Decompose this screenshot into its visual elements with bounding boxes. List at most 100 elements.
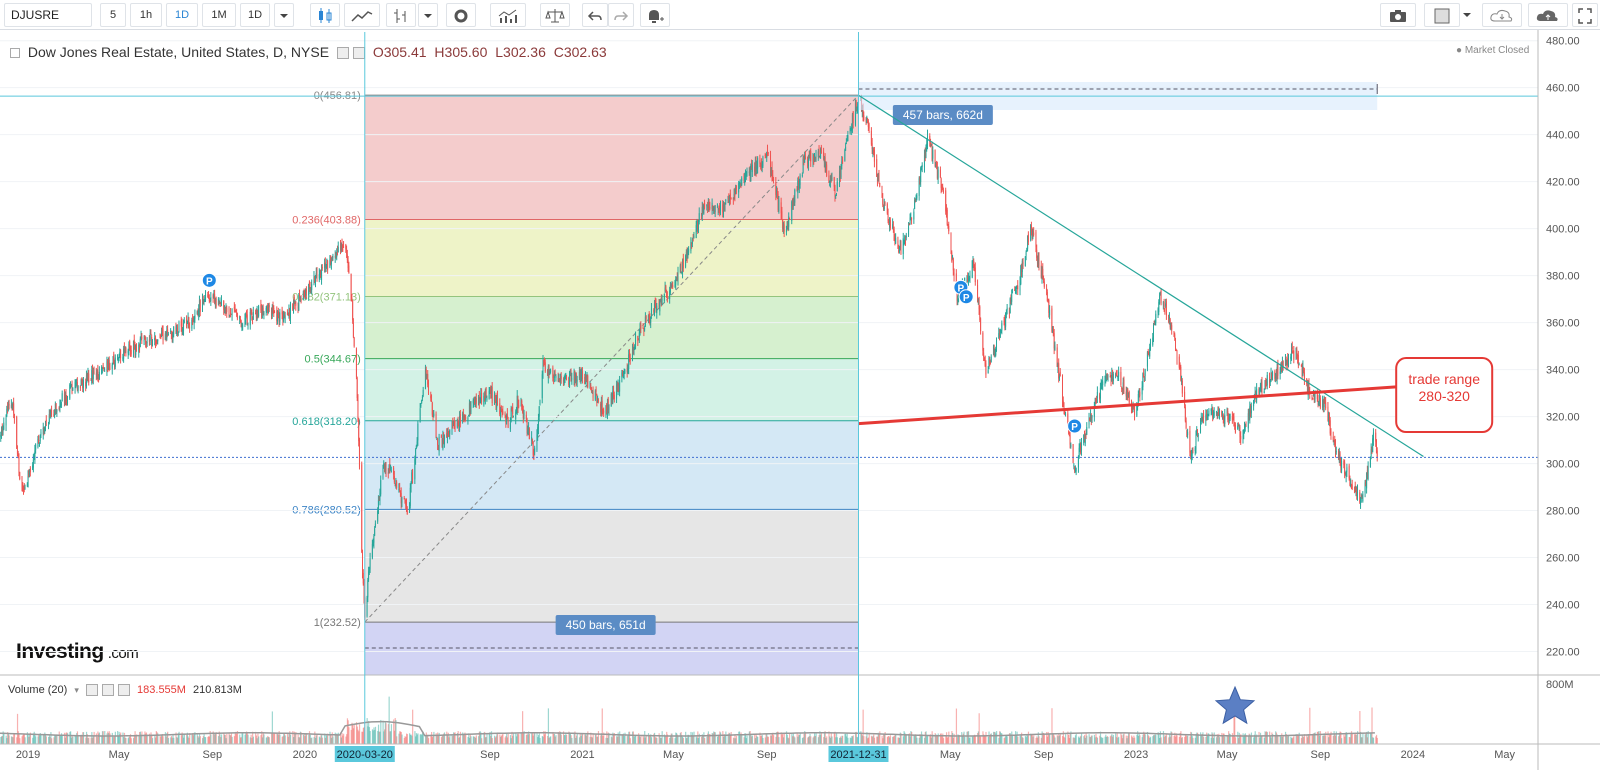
volume-bar bbox=[526, 733, 528, 744]
candle-body bbox=[703, 205, 705, 214]
candles-button[interactable] bbox=[310, 3, 340, 27]
redo-button[interactable] bbox=[608, 3, 634, 27]
interval-1d-button[interactable]: 1D bbox=[166, 3, 198, 27]
candle-body bbox=[659, 301, 661, 312]
candle-body bbox=[1126, 388, 1128, 398]
time-tick-label: May bbox=[1217, 749, 1238, 761]
visibility-icon[interactable] bbox=[336, 47, 349, 60]
interval-1m-button[interactable]: 1M bbox=[202, 3, 236, 27]
chevron-down-icon bbox=[424, 14, 432, 18]
candle-body bbox=[34, 450, 36, 461]
interval-custom-button[interactable]: 1D bbox=[240, 3, 270, 27]
volume-menu-icon[interactable]: ▾ bbox=[74, 685, 79, 695]
volume-settings-icon[interactable] bbox=[101, 684, 114, 697]
layout-dropdown[interactable] bbox=[1460, 3, 1474, 27]
price-chart[interactable]: 0(456.81)0.236(403.88)0.382(371.13)0.5(3… bbox=[0, 30, 1600, 770]
volume-bar bbox=[188, 738, 190, 744]
indicators-button[interactable] bbox=[490, 3, 526, 27]
volume-bar bbox=[278, 731, 280, 744]
volume-bar bbox=[557, 731, 559, 744]
candle-body bbox=[178, 322, 180, 333]
volume-bar bbox=[1112, 736, 1114, 744]
candle-body bbox=[1313, 392, 1315, 401]
volume-bar bbox=[292, 731, 294, 744]
volume-close-icon[interactable] bbox=[117, 684, 130, 697]
volume-bar bbox=[839, 738, 841, 744]
volume-bar bbox=[1110, 735, 1112, 744]
candle-body bbox=[431, 400, 433, 402]
chart-type-dropdown[interactable] bbox=[418, 3, 438, 27]
interval-5-button[interactable]: 5 bbox=[100, 3, 126, 27]
candle-body bbox=[44, 427, 46, 432]
volume-bar bbox=[80, 734, 82, 744]
candle-body bbox=[1003, 320, 1005, 322]
undo-button[interactable] bbox=[582, 3, 608, 27]
candle-body bbox=[569, 371, 571, 373]
volume-bar bbox=[1338, 732, 1341, 744]
volume-bar bbox=[910, 731, 912, 744]
candle-body bbox=[1325, 402, 1327, 409]
compare-button[interactable] bbox=[540, 3, 570, 27]
fullscreen-button[interactable] bbox=[1572, 3, 1598, 27]
candle-body bbox=[1372, 432, 1374, 441]
volume-bar bbox=[1201, 734, 1203, 744]
volume-bar bbox=[1120, 732, 1122, 744]
volume-bar bbox=[242, 732, 244, 744]
volume-bar bbox=[246, 733, 248, 744]
alert-button[interactable] bbox=[640, 3, 670, 27]
candle-body bbox=[1149, 341, 1151, 350]
candle-body bbox=[971, 260, 973, 278]
snapshot-button[interactable] bbox=[1380, 3, 1416, 27]
candle-body bbox=[1063, 405, 1065, 409]
save-button[interactable] bbox=[1528, 3, 1568, 27]
volume-bar bbox=[1346, 733, 1348, 744]
volume-bar bbox=[148, 733, 151, 744]
volume-bar bbox=[643, 737, 645, 744]
candle-body bbox=[552, 367, 554, 379]
volume-bar bbox=[425, 732, 427, 744]
volume-bar bbox=[146, 734, 148, 744]
interval-1h-button[interactable]: 1h bbox=[130, 3, 162, 27]
time-tick-label: Sep bbox=[1311, 749, 1331, 761]
bar-chart-button[interactable] bbox=[386, 3, 416, 27]
volume-bar bbox=[734, 735, 736, 744]
volume-bar bbox=[945, 732, 948, 744]
volume-bar bbox=[271, 732, 273, 744]
volume-bar bbox=[114, 731, 116, 744]
volume-bar bbox=[101, 735, 103, 744]
volume-bar bbox=[390, 724, 393, 744]
interval-dropdown-button[interactable] bbox=[274, 3, 294, 27]
volume-bar bbox=[788, 733, 791, 744]
candle-body bbox=[311, 283, 313, 290]
volume-bar bbox=[1004, 737, 1006, 744]
fibonacci-retracement[interactable]: 0(456.81)0.236(403.88)0.382(371.13)0.5(3… bbox=[292, 90, 859, 675]
candle-body bbox=[172, 334, 174, 342]
candle-body bbox=[377, 511, 379, 522]
volume-bar bbox=[865, 736, 867, 744]
symbol-input[interactable]: DJUSRE bbox=[4, 3, 92, 27]
volume-bar bbox=[230, 735, 232, 744]
candle-body bbox=[358, 420, 360, 442]
volume-bar bbox=[601, 708, 603, 744]
volume-bar bbox=[1038, 736, 1040, 744]
candle-body bbox=[102, 365, 104, 369]
collapse-icon[interactable] bbox=[10, 48, 20, 59]
volume-bar bbox=[559, 732, 562, 744]
candle-body bbox=[318, 274, 320, 279]
settings-button[interactable] bbox=[446, 3, 476, 27]
candle-body bbox=[61, 393, 63, 402]
layout-button[interactable] bbox=[1424, 3, 1460, 27]
volume-bar bbox=[465, 733, 467, 744]
volume-bar bbox=[379, 731, 381, 744]
volume-bar bbox=[387, 724, 389, 744]
candle-body bbox=[1186, 430, 1188, 437]
load-button[interactable] bbox=[1482, 3, 1522, 27]
candle-body bbox=[1190, 455, 1192, 457]
volume-visibility-icon[interactable] bbox=[85, 684, 98, 697]
candle-body bbox=[240, 320, 242, 328]
candle-body bbox=[798, 182, 800, 188]
volume-bar bbox=[1127, 735, 1129, 744]
volume-bar bbox=[220, 734, 223, 744]
area-chart-button[interactable] bbox=[344, 3, 380, 27]
volume-bar bbox=[740, 732, 742, 744]
